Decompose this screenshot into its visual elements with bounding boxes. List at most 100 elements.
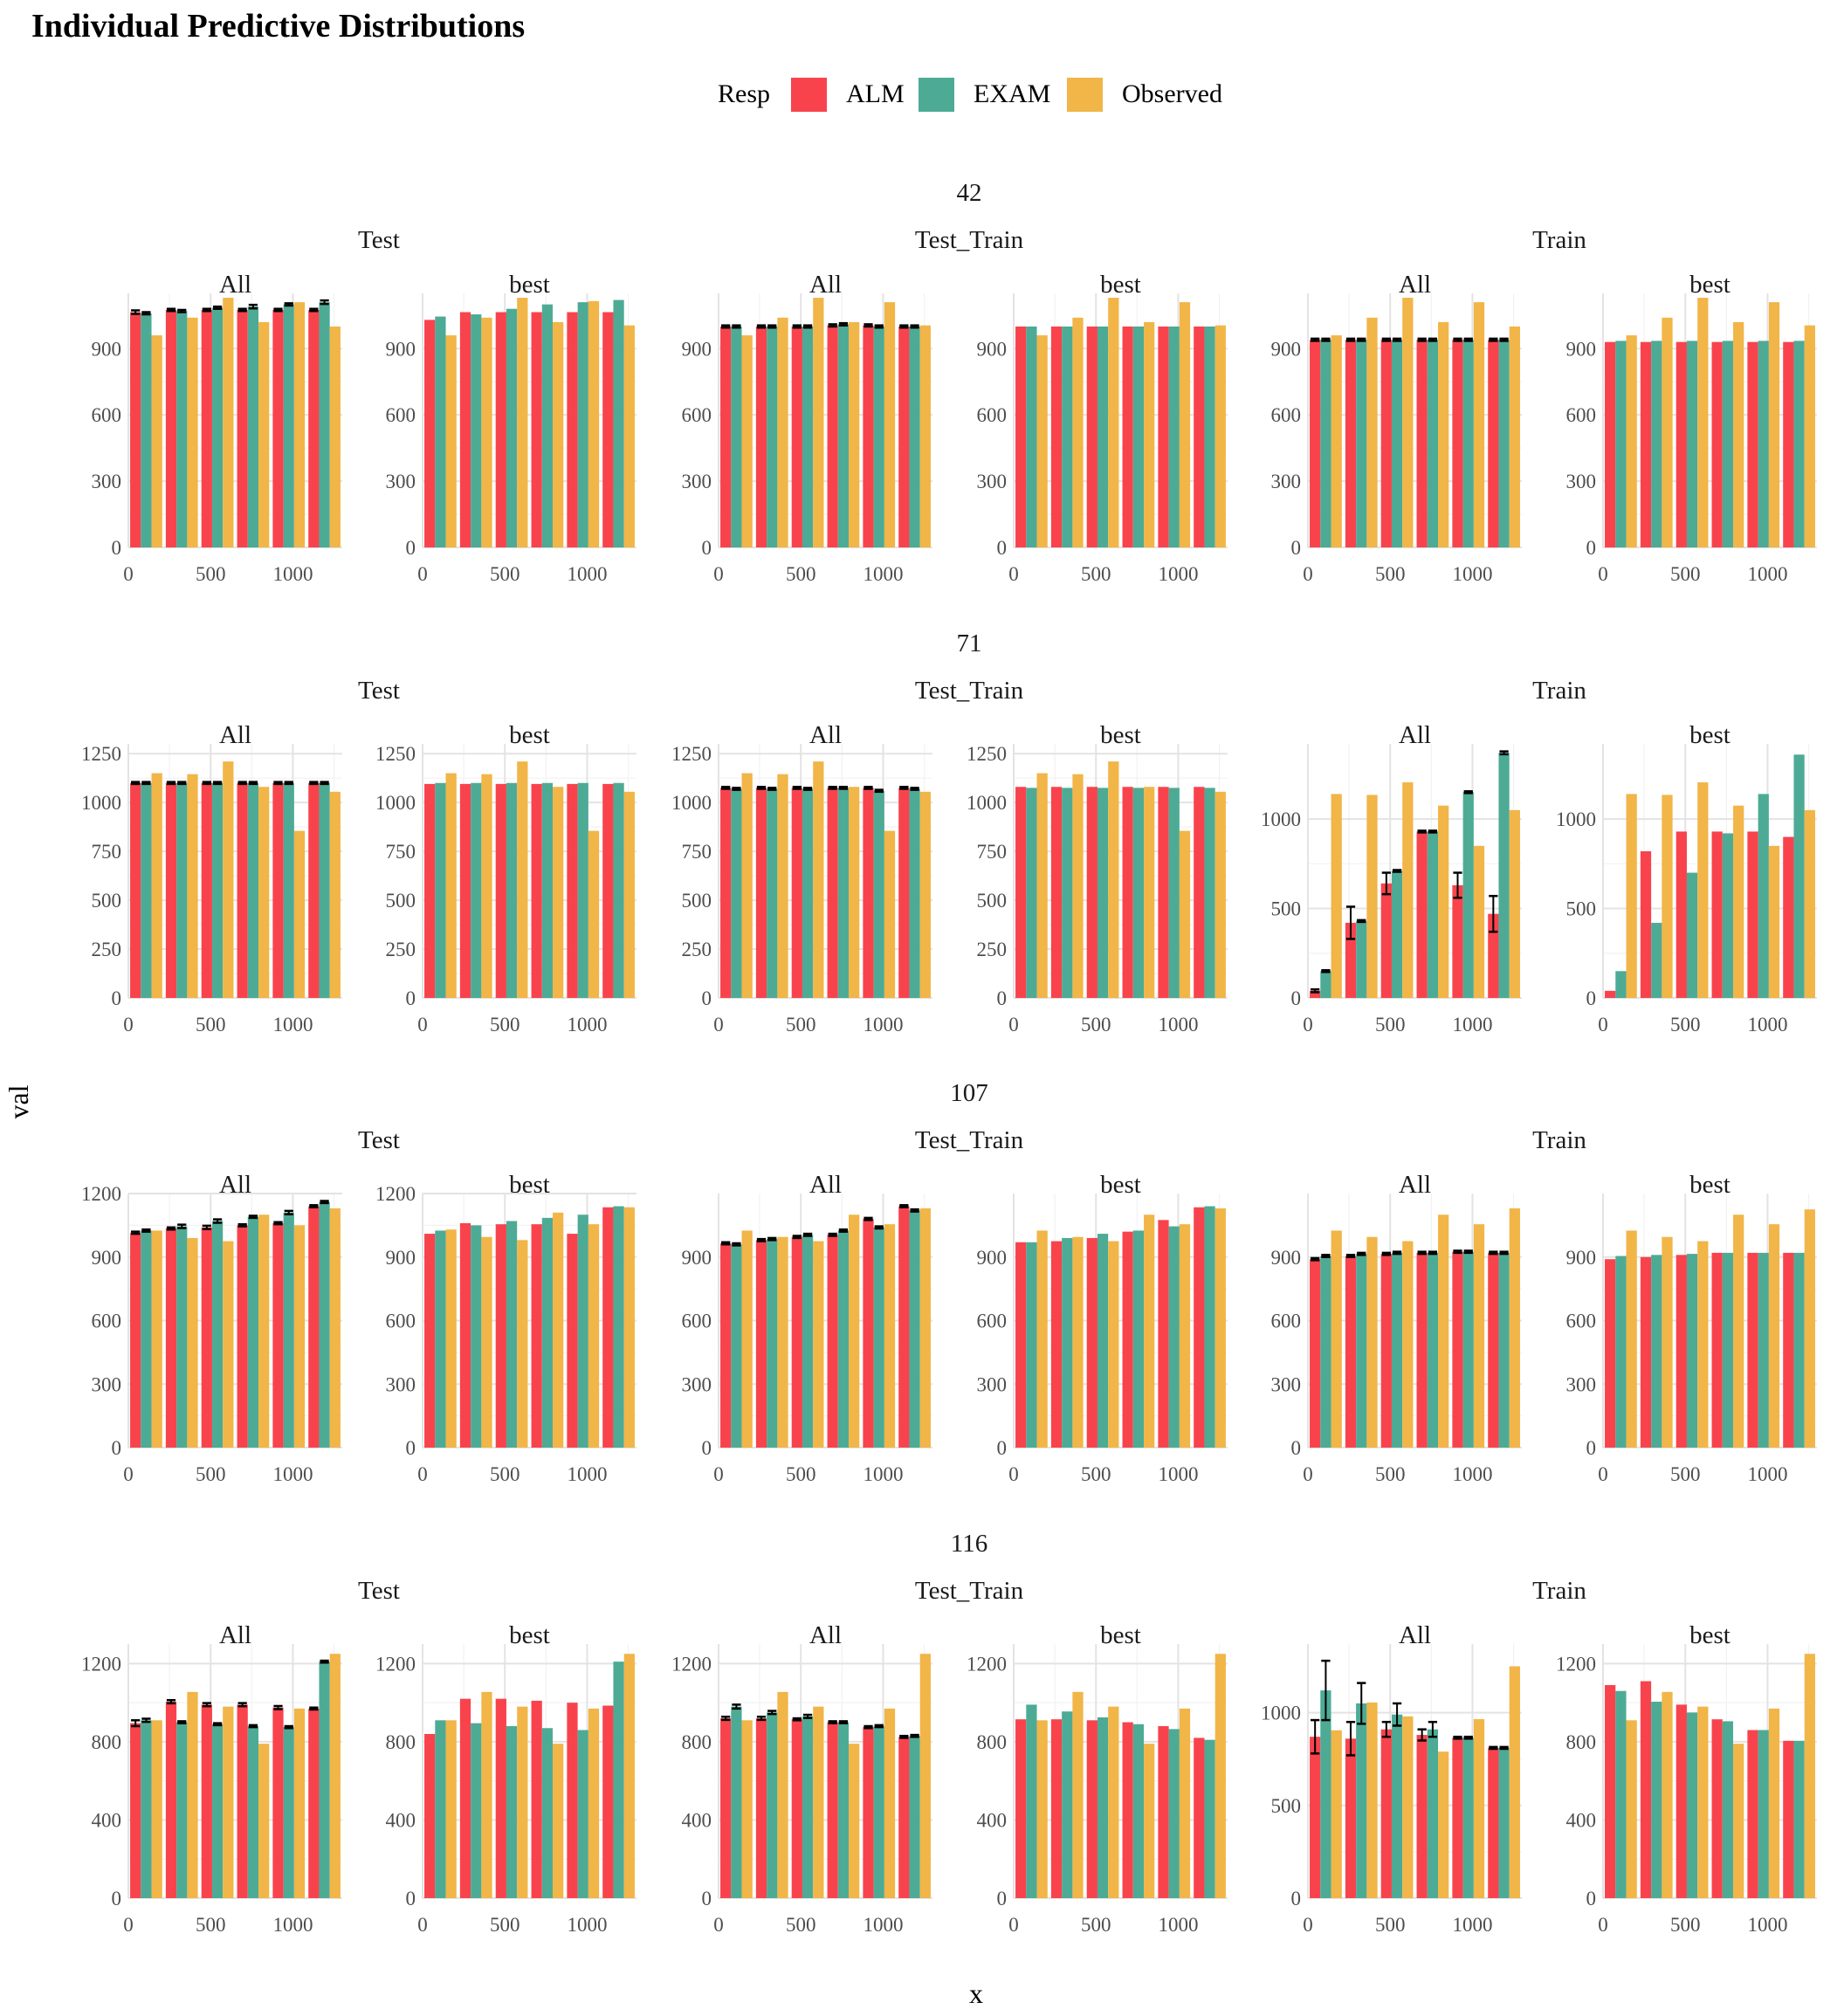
bar-exam [435,1720,446,1898]
bar-exam [1097,1717,1109,1898]
error-bar-exam [1428,1720,1438,1738]
bar-alm [1086,1720,1097,1898]
bar-exam [435,782,446,998]
x-tick-label: 1000 [567,563,607,585]
bar-observed [1473,1224,1485,1448]
bar-alm [1640,1256,1652,1448]
bar-alm [898,788,910,998]
bar-alm [863,788,874,998]
bar-alm [424,783,436,998]
bar-exam [1758,1730,1769,1898]
bar-exam [1132,788,1145,998]
bar-alm [567,312,578,547]
bar-observed [813,298,824,547]
error-bar-alm [1345,1720,1356,1757]
bar-observed [1768,1708,1780,1898]
bar-alm [1605,1259,1616,1448]
bar-exam [1062,1711,1073,1898]
bar-observed [849,321,860,547]
x-tick-label: 1000 [1747,1914,1787,1936]
bar-observed [1733,805,1744,998]
bar-exam [1062,326,1073,547]
y-tick-label: 900 [386,338,416,360]
bar-exam [541,1728,554,1898]
bar-exam [506,782,518,998]
y-tick-label: 900 [977,1247,1008,1269]
error-bar-alm [1381,1720,1391,1738]
bar-observed [187,1691,198,1898]
error-bar-alm [1453,337,1462,342]
error-bar-exam [1357,337,1366,342]
bar-observed [1402,1241,1414,1448]
panel-label: best [1100,721,1141,749]
bar-exam [1356,1703,1367,1898]
x-tick-label: 1000 [1747,563,1787,585]
bar-observed [151,1720,162,1898]
group-label-test-train: Test_Train [915,1126,1024,1154]
bar-observed [481,1691,492,1898]
bar-observed [1179,1708,1191,1898]
bar-observed [553,1212,564,1448]
x-tick-label: 0 [1008,1014,1019,1036]
bar-exam [1758,794,1769,998]
bar-observed [329,1208,341,1448]
bar-alm [272,309,284,547]
error-bar-alm [309,781,319,786]
error-bar-alm [792,785,802,790]
x-tick-label: 1000 [1158,1463,1198,1485]
bar-exam [1168,1226,1180,1448]
error-bar-exam [284,781,293,786]
bar-exam [1427,1729,1439,1898]
bar-observed [1108,1241,1119,1448]
y-tick-label: 1000 [1261,1703,1301,1724]
bar-observed [1768,845,1780,998]
bar-observed [588,1708,600,1898]
bar-observed [1402,1716,1414,1898]
x-tick-label: 1000 [1747,1014,1787,1036]
bar-exam [1462,1737,1474,1898]
y-tick-label: 800 [977,1731,1008,1753]
error-bar-exam [767,787,777,791]
bar-observed [1662,317,1673,547]
error-bar-exam [320,1659,329,1664]
bar-exam [1498,1252,1510,1448]
legend-key-exam [919,78,954,112]
x-tick-label: 0 [123,1914,134,1936]
y-tick-label: 900 [92,1247,122,1269]
error-bar-alm [864,323,873,328]
bar-alm [1122,1231,1133,1448]
y-tick-label: 0 [406,1437,416,1459]
panel-116-test-best: best 0 400 800 1200 0 500 1000 [375,1621,636,1936]
error-bar-alm [721,324,731,329]
panel-label: best [509,1171,550,1199]
bar-alm [602,1705,614,1898]
bar-observed [884,1708,896,1898]
bar-observed [1473,845,1485,998]
error-bar-exam [320,781,329,786]
error-bar-exam [177,1720,187,1724]
y-tick-label: 0 [702,537,712,559]
legend-key-observed [1067,78,1103,112]
error-bar-exam [802,324,813,329]
bar-exam [577,302,588,547]
x-tick-label: 0 [713,563,724,585]
bar-alm [1158,1220,1169,1448]
bar-alm [308,1206,320,1448]
bar-observed [1509,326,1520,547]
error-bar-alm [792,1235,802,1240]
group-label-test-train: Test_Train [915,226,1024,254]
bar-exam [1651,1702,1662,1898]
bar-alm [791,1719,802,1898]
error-bar-alm [202,1224,211,1230]
bar-exam [506,1726,518,1898]
bar-observed [293,1225,306,1448]
bar-exam [909,788,920,998]
bar-alm [1345,922,1357,998]
bar-alm [1675,341,1687,547]
bar-exam [1356,340,1367,547]
panel-107-test-best: best 0 300 600 900 1200 0 500 1000 [375,1171,636,1485]
bar-exam [1722,1252,1734,1448]
row-107: 107 Test Test_Train Train All 0 300 600 900 1200 0… [81,1079,1817,1485]
bar-alm [1086,1237,1097,1448]
bar-exam [1427,1252,1439,1448]
